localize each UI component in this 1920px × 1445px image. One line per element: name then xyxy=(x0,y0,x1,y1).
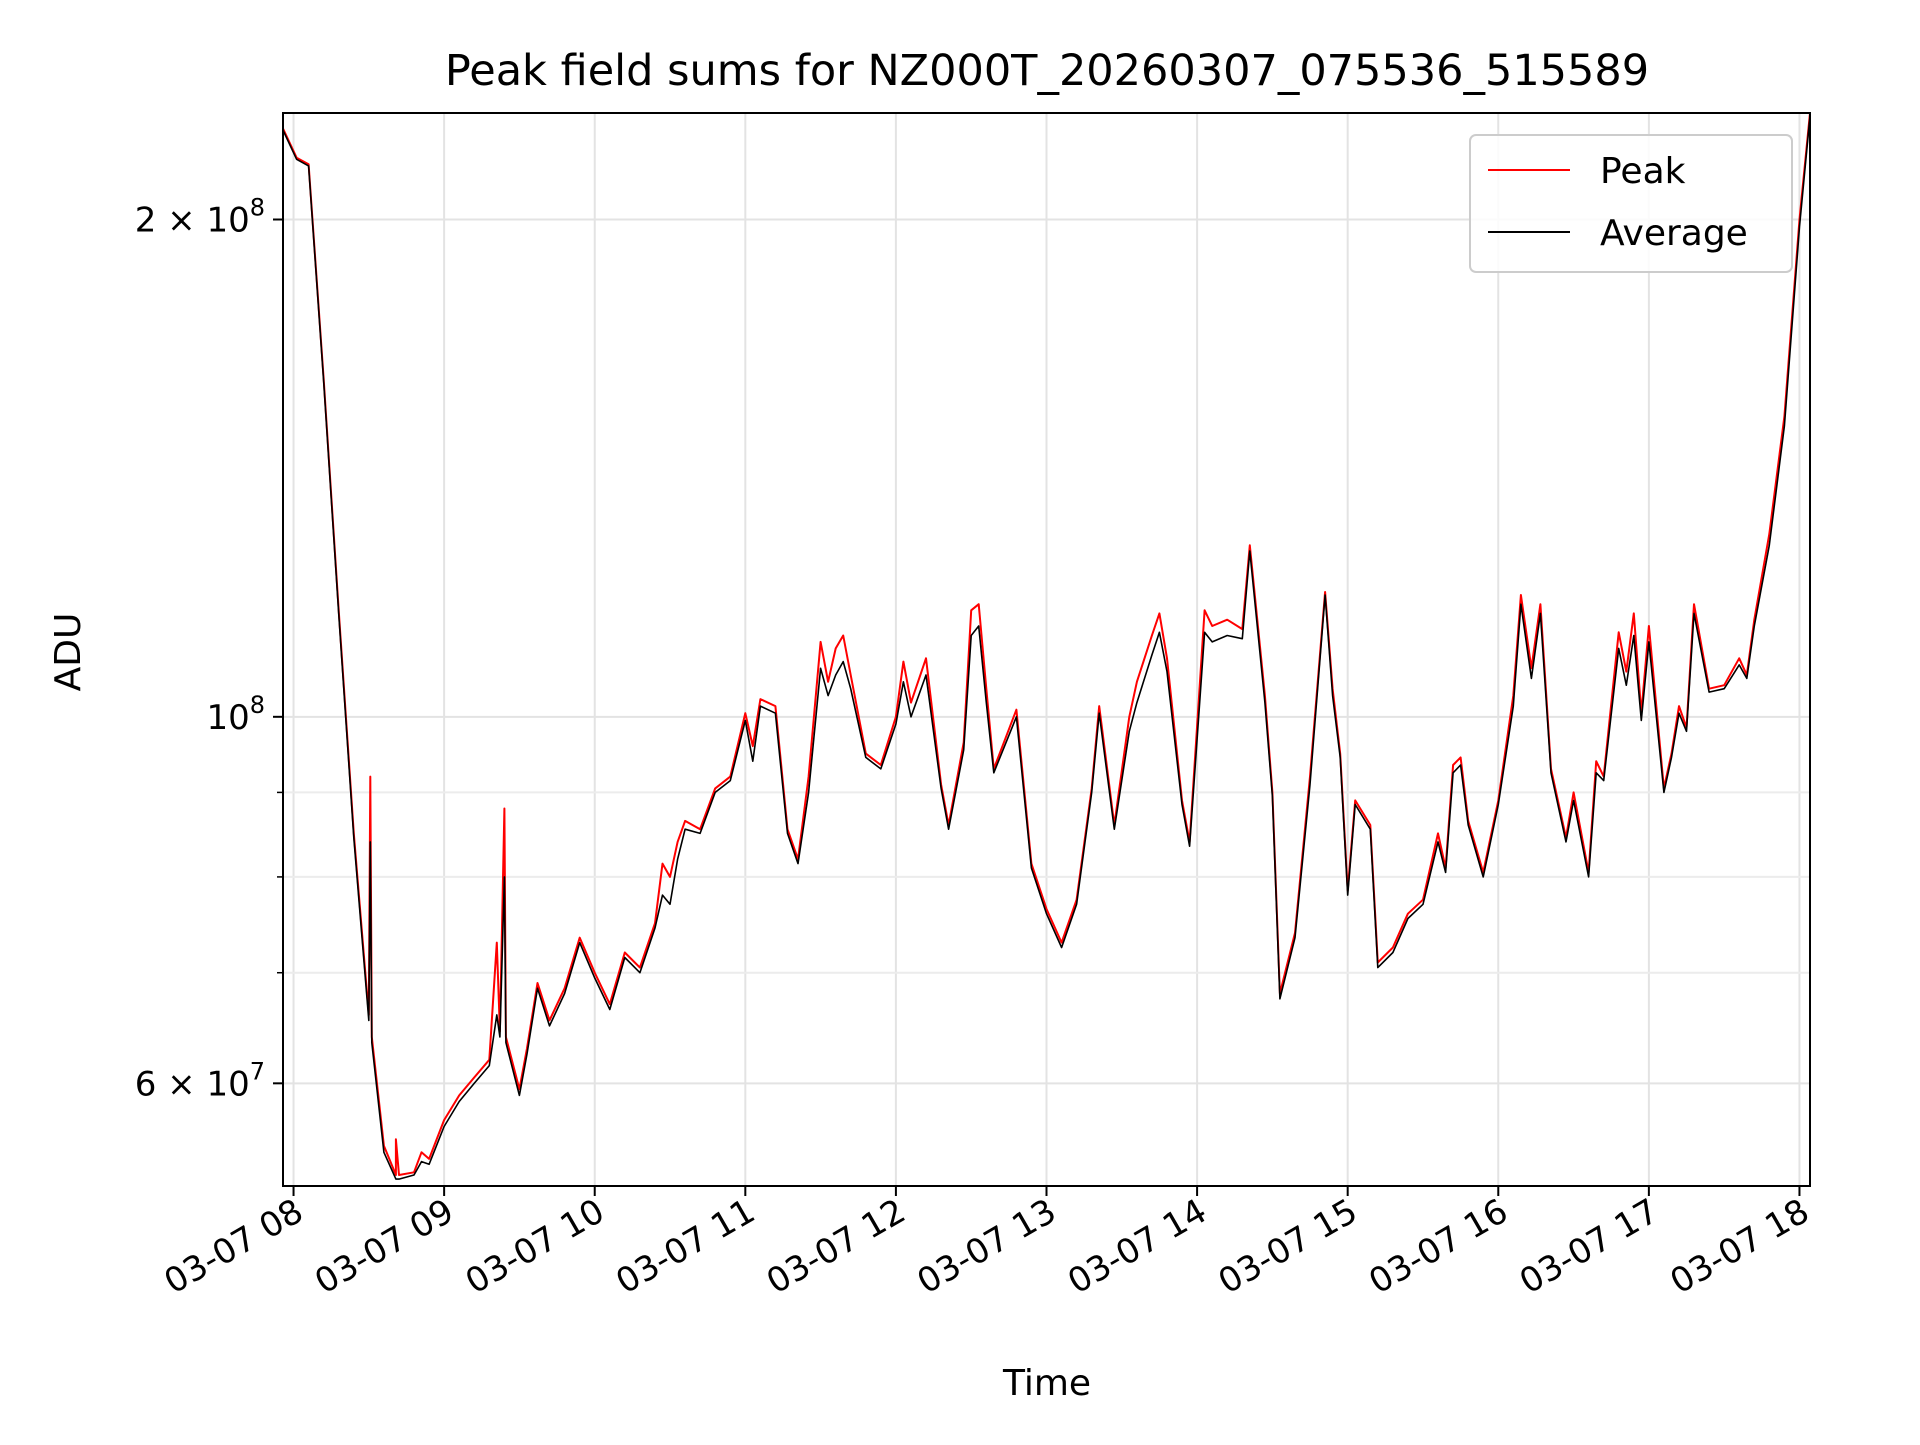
series-line-average xyxy=(282,116,1811,1180)
y-axis-label: ADU xyxy=(48,613,89,692)
y-tick-exponent: 8 xyxy=(250,691,265,719)
y-tick-exponent: 8 xyxy=(250,193,265,221)
y-tick-base: 2 × 10 xyxy=(135,200,250,240)
legend: Peak Average xyxy=(1469,134,1793,273)
y-tick-label: 2 × 108 xyxy=(135,193,265,240)
y-tick-label: 6 × 107 xyxy=(135,1057,265,1104)
legend-label-peak: Peak xyxy=(1600,151,1686,192)
plot-series xyxy=(282,112,1811,1180)
chart-title: Peak field sums for NZ000T_20260307_0755… xyxy=(445,46,1649,96)
y-tick-exponent: 7 xyxy=(250,1057,265,1085)
y-tick-base: 6 × 10 xyxy=(135,1064,250,1104)
y-tick-base: 10 xyxy=(206,698,249,738)
legend-label-average: Average xyxy=(1600,213,1748,254)
x-axis-label: Time xyxy=(1002,1363,1091,1404)
y-tick-label: 108 xyxy=(206,691,265,738)
